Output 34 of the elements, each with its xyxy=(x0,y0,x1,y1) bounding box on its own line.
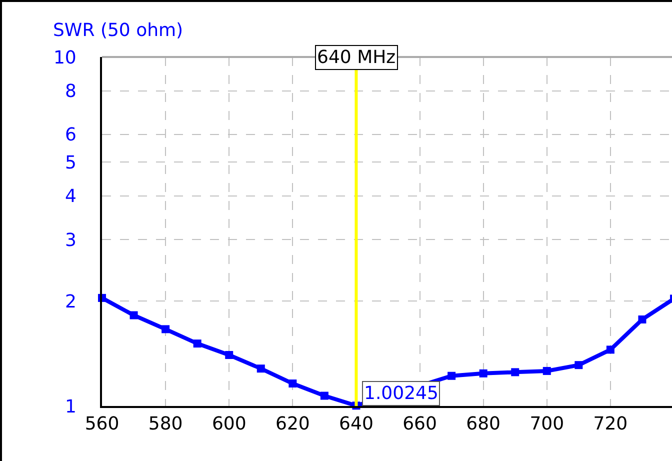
x-tick-label: 680 xyxy=(466,414,501,435)
x-tick-label: 620 xyxy=(275,414,310,435)
point xyxy=(320,392,328,400)
y-tick-label: 10 xyxy=(53,47,76,68)
point xyxy=(162,325,170,334)
x-tick-label: 560 xyxy=(84,414,120,435)
point xyxy=(638,315,646,324)
point xyxy=(542,366,551,375)
x-tick-label: 600 xyxy=(212,414,246,435)
point xyxy=(574,361,583,370)
point xyxy=(479,369,488,378)
point xyxy=(511,368,520,376)
y-tick-label: 3 xyxy=(64,230,76,251)
y-tick-label: 5 xyxy=(64,152,76,174)
point xyxy=(225,351,234,359)
x-tick-label: 720 xyxy=(593,414,628,435)
y-tick-label: 6 xyxy=(64,124,76,146)
point xyxy=(288,380,297,388)
point xyxy=(130,311,138,320)
ref-line-label: 640 MHz xyxy=(317,47,396,68)
point xyxy=(606,346,614,354)
annotation: 1.00245 xyxy=(364,383,438,404)
y-tick-label: 2 xyxy=(64,291,76,312)
x-tick-label: 640 xyxy=(339,414,374,435)
y-tick-label: 8 xyxy=(64,81,76,102)
x-tick-label: 700 xyxy=(530,414,564,435)
y-axis-title: SWR (50 ohm) xyxy=(53,20,184,41)
x-tick-label: 660 xyxy=(402,414,437,435)
point xyxy=(256,364,265,373)
point xyxy=(193,340,202,348)
point xyxy=(448,372,456,380)
x-tick-label: 580 xyxy=(148,414,183,435)
y-tick-label: 1 xyxy=(64,396,76,418)
y-tick-label: 4 xyxy=(64,186,76,208)
